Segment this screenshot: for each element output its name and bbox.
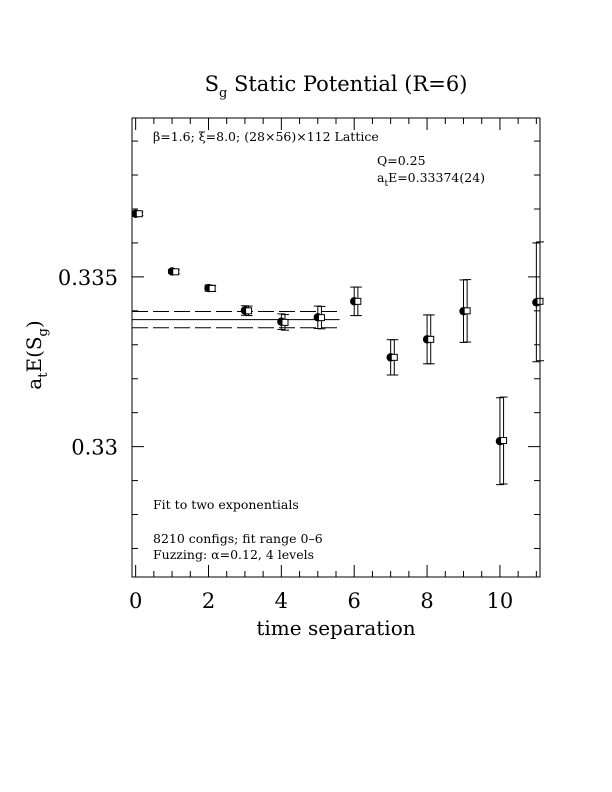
x-tick-label: 2 <box>202 589 215 613</box>
ylabel-end: ) <box>22 320 46 328</box>
data-point-square <box>317 314 325 322</box>
series-filled-circles <box>131 209 541 486</box>
y-tick-labels: 0.33 0.335 <box>58 266 118 460</box>
fuzzing-annotation: Fuzzing: α=0.12, 4 levels <box>153 547 314 562</box>
y-axis-label: atE(Sg) <box>22 320 51 389</box>
energy-sub: t <box>384 179 388 189</box>
title-rest: Static Potential (R=6) <box>227 72 467 96</box>
svg-text:Sg Static Potential (R=6): Sg Static Potential (R=6) <box>205 72 468 101</box>
energy-main: a <box>377 170 385 185</box>
x-tick-label: 4 <box>275 589 288 613</box>
x-tick-label: 0 <box>129 589 142 613</box>
ylabel-sub-t: t <box>36 372 51 378</box>
ylabel-mid: E(S <box>22 336 46 372</box>
data-point-square <box>281 318 289 326</box>
data-point-square <box>354 297 362 305</box>
ylabel-main: a <box>22 378 46 390</box>
lattice-beta: β=1.6; <box>153 129 199 144</box>
q-annotation: Q=0.25 <box>377 153 426 168</box>
data-point-square <box>135 210 143 218</box>
y-tick-label: 0.335 <box>58 266 118 290</box>
data-point-square <box>427 335 435 343</box>
x-tick-label: 6 <box>348 589 361 613</box>
x-tick-label: 10 <box>487 589 514 613</box>
title-main: S <box>205 72 219 96</box>
fuzzing-pre: Fuzzing: <box>153 547 211 562</box>
fuzzing-alpha: α <box>211 547 220 562</box>
data-point-square <box>500 437 508 445</box>
data-point-square <box>208 284 216 292</box>
major-ticks <box>132 118 540 577</box>
annotations: β=1.6; ξ=8.0; (28×56)×112 Lattice Q=0.25… <box>153 129 485 562</box>
configs-annotation: 8210 configs; fit range 0–6 <box>153 531 323 546</box>
fit-band <box>132 311 340 329</box>
title-subscript: g <box>219 86 227 101</box>
data-point-square <box>172 268 180 276</box>
chart-title: Sg Static Potential (R=6) <box>205 72 468 101</box>
y-tick-label: 0.33 <box>71 436 118 460</box>
x-axis-label: time separation <box>256 616 415 640</box>
lattice-annotation: β=1.6; ξ=8.0; (28×56)×112 Lattice <box>153 129 379 144</box>
lattice-xi: ξ=8.0; <box>199 129 244 144</box>
x-tick-labels: 0 2 4 6 8 10 <box>129 589 513 613</box>
data-point-square <box>245 307 253 315</box>
x-tick-label: 8 <box>420 589 433 613</box>
series-open-squares <box>135 210 544 485</box>
minor-ticks <box>132 118 540 577</box>
fit-annotation: Fit to two exponentials <box>153 497 299 512</box>
fuzzing-post: =0.12, 4 levels <box>220 547 314 562</box>
svg-text:atE(Sg): atE(Sg) <box>22 320 51 389</box>
ylabel-sub-g: g <box>36 328 51 336</box>
energy-annotation: atE=0.33374(24) <box>377 170 485 189</box>
energy-rest: E=0.33374(24) <box>388 170 485 185</box>
data-point-square <box>390 353 398 361</box>
plot-frame <box>131 117 541 578</box>
lattice-size: (28×56)×112 Lattice <box>244 129 379 144</box>
data-point-square <box>463 307 471 315</box>
